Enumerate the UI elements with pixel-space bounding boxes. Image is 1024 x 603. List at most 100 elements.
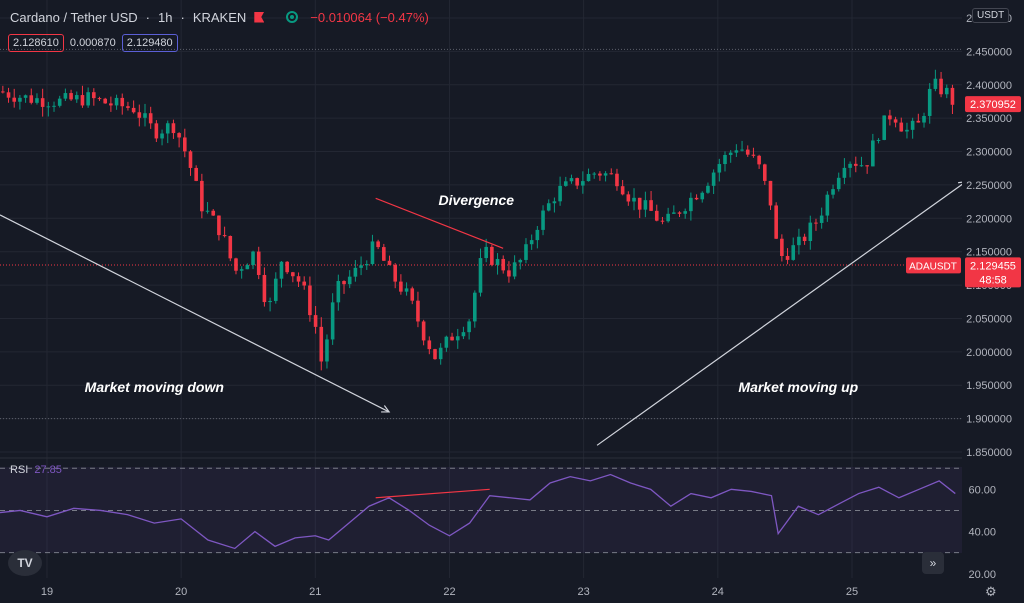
- candle-body: [120, 97, 125, 107]
- candle-body: [438, 347, 443, 360]
- annotation-label: Market moving down: [85, 379, 224, 395]
- candle-body: [211, 210, 216, 216]
- candle-body: [359, 265, 363, 268]
- candle-body: [370, 241, 375, 265]
- candle-body: [717, 164, 722, 173]
- candle-body: [825, 194, 830, 216]
- candle-body: [871, 140, 875, 167]
- price-tick-label: 1.850000: [966, 447, 1012, 459]
- candle-body: [205, 210, 210, 212]
- time-axis[interactable]: [0, 578, 962, 603]
- candle-body: [285, 261, 289, 273]
- candle-body: [484, 246, 488, 259]
- rsi-tick-label: 40.00: [968, 527, 996, 539]
- candle-body: [444, 336, 449, 348]
- candle-body: [615, 173, 619, 187]
- rsi-title: RSI: [10, 464, 29, 476]
- candle-body: [92, 92, 96, 99]
- candle-body: [836, 177, 841, 190]
- candle-body: [188, 151, 193, 168]
- price-tick-label: 2.250000: [966, 180, 1012, 192]
- tradingview-logo[interactable]: TV: [8, 550, 42, 576]
- price-tick-label: 2.350000: [966, 113, 1012, 125]
- candle-body: [302, 281, 307, 286]
- candle-body: [114, 97, 119, 106]
- candle-body: [387, 260, 392, 265]
- candle-body: [933, 78, 938, 89]
- candle-body: [922, 115, 926, 123]
- candle-body: [888, 115, 892, 120]
- candle-body: [126, 106, 130, 108]
- candle-body: [706, 185, 710, 193]
- candle-body: [603, 173, 608, 176]
- candle-body: [677, 212, 682, 214]
- candle-body: [319, 326, 324, 362]
- candle-body: [183, 137, 187, 152]
- currency-button[interactable]: USDT: [972, 8, 1010, 23]
- candle-body: [546, 203, 551, 211]
- candle-body: [194, 167, 198, 181]
- double-chevron-right-icon[interactable]: »: [922, 552, 944, 574]
- price-tick-label: 2.300000: [966, 147, 1012, 159]
- candle-body: [569, 178, 574, 182]
- candle-body: [848, 163, 852, 168]
- candle-body: [342, 281, 346, 285]
- ask-price[interactable]: 2.129480: [121, 34, 178, 52]
- candle-body: [455, 336, 460, 341]
- symbol-tag-text: ADAUSDT: [909, 261, 957, 272]
- gear-icon[interactable]: ⚙: [985, 584, 997, 599]
- candle-body: [780, 238, 784, 256]
- candle-body: [6, 92, 11, 98]
- candle-body: [893, 119, 898, 123]
- price-tick-label: 2.450000: [966, 46, 1012, 58]
- candle-body: [575, 178, 579, 186]
- candle-body: [859, 165, 864, 167]
- candle-body: [763, 164, 767, 181]
- interval-label[interactable]: 1h: [158, 9, 173, 25]
- candle-body: [518, 259, 523, 263]
- candle-body: [256, 251, 261, 275]
- candle-body: [740, 149, 744, 151]
- candle-body: [52, 105, 56, 107]
- candle-body: [154, 123, 159, 139]
- candle-body: [177, 133, 181, 138]
- candle-body: [865, 165, 869, 167]
- grid: [0, 0, 962, 578]
- symbol-tag: [906, 257, 961, 274]
- down-trend-line: [0, 214, 390, 413]
- bid-price[interactable]: 2.128610: [8, 34, 64, 52]
- candle-body: [330, 302, 335, 340]
- time-axis-labels: 19 20 21 22 23 24 25: [41, 586, 858, 598]
- price-tick-label: 2.050000: [966, 313, 1012, 325]
- candle-body: [416, 300, 420, 322]
- price-tick-label: 2.200000: [966, 213, 1012, 225]
- candle-body: [927, 88, 932, 116]
- candle-body: [382, 247, 386, 261]
- candle-body: [393, 264, 397, 282]
- candle-body: [842, 167, 847, 178]
- candle-body: [80, 95, 85, 106]
- candle-body: [29, 95, 34, 103]
- candle-body: [558, 185, 562, 202]
- candle-body: [529, 240, 534, 245]
- candle-body: [69, 93, 73, 100]
- spread-value: 0.000870: [69, 37, 116, 49]
- flag-icon[interactable]: [254, 11, 265, 23]
- candle-body: [217, 215, 221, 236]
- time-tick-label: 23: [578, 586, 590, 598]
- candle-body: [609, 173, 614, 175]
- candle-body: [433, 349, 437, 360]
- last-price-tag: [965, 96, 1021, 113]
- arrow-head: [381, 405, 391, 413]
- candle-body: [899, 122, 904, 132]
- candle-body: [57, 98, 62, 106]
- candle-body: [40, 98, 45, 107]
- candle-body: [944, 87, 949, 95]
- symbol-title[interactable]: Cardano / Tether USD: [10, 9, 138, 25]
- candle-body: [421, 321, 426, 341]
- candle-body: [239, 269, 244, 271]
- candle-body: [774, 205, 778, 239]
- rsi-tick-label: 20.00: [968, 569, 996, 581]
- current-price-text: 2.129455: [970, 260, 1016, 272]
